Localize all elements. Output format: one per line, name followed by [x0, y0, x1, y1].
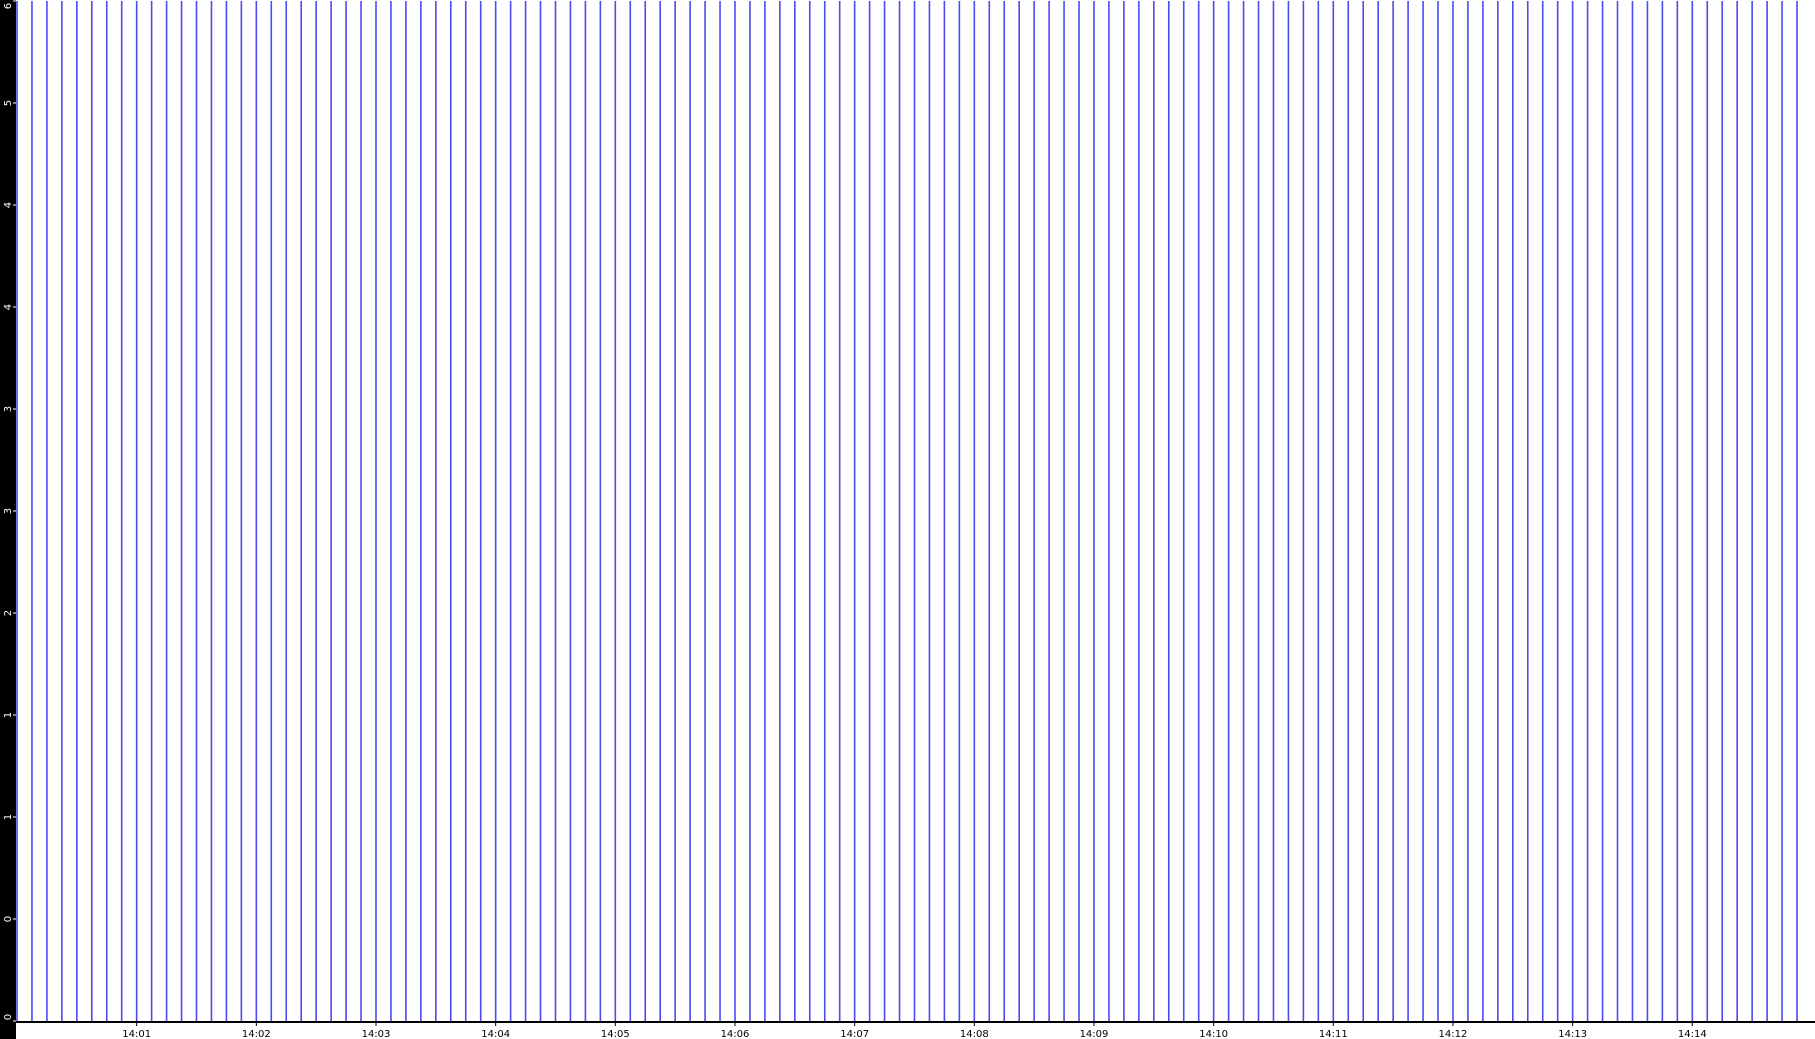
- x-tick-label: 14:06: [721, 1029, 750, 1039]
- y-tick-label: 5: [3, 100, 14, 106]
- y-tick-label: 1: [3, 814, 14, 820]
- y-tick-label: 0: [3, 1014, 14, 1020]
- y-tick-label: 3: [3, 508, 14, 514]
- x-tick-label: 14:03: [362, 1029, 391, 1039]
- y-axis-strip: [0, 0, 16, 1039]
- x-tick-label: 14:14: [1678, 1029, 1707, 1039]
- x-tick-label: 14:02: [242, 1029, 271, 1039]
- y-tick-label: 4: [3, 202, 14, 208]
- x-tick-label: 14:08: [960, 1029, 989, 1039]
- y-tick-label: 3: [3, 406, 14, 412]
- y-tick-label: 4: [3, 304, 14, 310]
- y-tick-label: 2: [3, 610, 14, 616]
- x-tick-label: 14:01: [122, 1029, 151, 1039]
- x-tick-label: 14:05: [601, 1029, 630, 1039]
- x-tick-label: 14:11: [1319, 1029, 1348, 1039]
- y-tick-label: 1: [3, 712, 14, 718]
- x-tick-label: 14:09: [1080, 1029, 1109, 1039]
- x-tick-label: 14:04: [481, 1029, 510, 1039]
- y-tick-label: 0: [3, 916, 14, 922]
- x-tick-label: 14:07: [840, 1029, 869, 1039]
- x-tick-label: 14:13: [1558, 1029, 1587, 1039]
- x-tick-label: 14:10: [1199, 1029, 1228, 1039]
- y-tick-label: 6: [3, 3, 14, 9]
- x-tick-label: 14:12: [1439, 1029, 1468, 1039]
